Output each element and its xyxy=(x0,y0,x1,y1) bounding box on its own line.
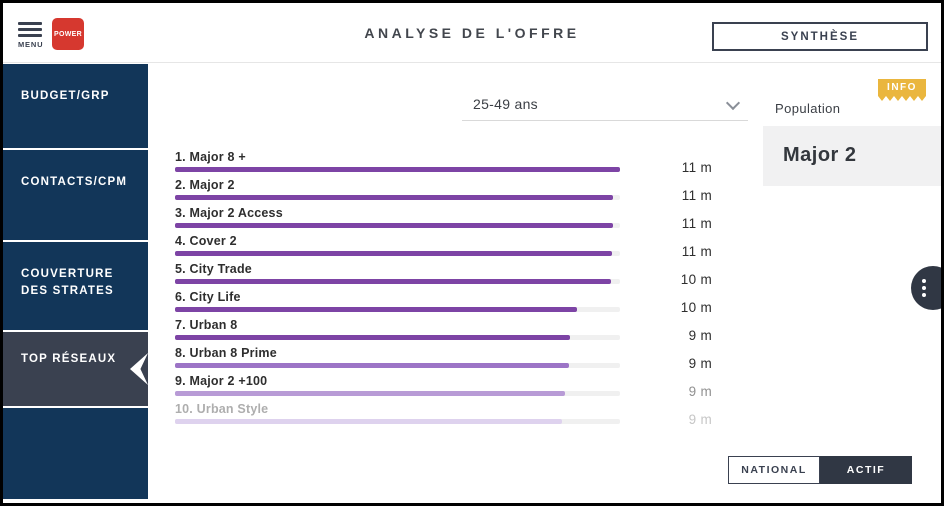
network-label: 4. Cover 2 xyxy=(175,234,237,248)
network-label: 3. Major 2 Access xyxy=(175,206,283,220)
network-label: 9. Major 2 +100 xyxy=(175,374,268,388)
sidebar-filler xyxy=(3,408,148,499)
bar-fill xyxy=(175,223,613,228)
network-label: 2. Major 2 xyxy=(175,178,235,192)
bar-fill xyxy=(175,391,565,396)
sidebar-item-label: CONTACTS/CPM xyxy=(21,176,128,188)
bar-track xyxy=(175,251,620,256)
chart-rows: 1. Major 8 +11 m 2. Major 2 11 m 3. Major 2… xyxy=(175,150,712,430)
active-notch xyxy=(130,353,148,385)
logo-text: POWER xyxy=(54,30,82,38)
bar-track xyxy=(175,307,620,312)
chart-row[interactable]: 7. Urban 8 9 m xyxy=(175,318,712,343)
actif-button[interactable]: ACTIF xyxy=(820,456,912,484)
network-label: 7. Urban 8 xyxy=(175,318,238,332)
bar-track xyxy=(175,195,620,200)
chart-row[interactable]: 1. Major 8 + 11 m xyxy=(175,150,712,175)
scope-toggle: NATIONAL ACTIF xyxy=(728,456,912,484)
bar-fill xyxy=(175,335,571,340)
bar-track xyxy=(175,363,620,368)
bar-fill xyxy=(175,279,611,284)
chart-row[interactable]: 3. Major 2 Access 11 m xyxy=(175,206,712,231)
value-label: 11 m xyxy=(681,188,712,203)
menu-button[interactable]: MENU xyxy=(18,22,46,49)
sidebar-item-contacts-cpm[interactable]: CONTACTS/CPM xyxy=(3,150,148,240)
power-store-logo: POWER xyxy=(52,18,84,50)
value-label: 9 m xyxy=(688,412,712,427)
main-content: 25-49 ans INFO Population Major 2 1. Maj… xyxy=(148,64,941,503)
app-frame: MENU POWER ANALYSE DE L'OFFRE SYNTHÈSE B… xyxy=(3,3,941,503)
value-label: 11 m xyxy=(681,216,712,231)
national-button[interactable]: NATIONAL xyxy=(728,456,820,484)
bar-fill xyxy=(175,167,620,172)
bar-track xyxy=(175,391,620,396)
sidebar-item-budget-grp[interactable]: BUDGET/GRP xyxy=(3,64,148,148)
info-badge[interactable]: INFO xyxy=(878,79,926,101)
chart-row[interactable]: 9. Major 2 +100 9 m xyxy=(175,374,712,399)
population-selection-card: Major 2 xyxy=(763,126,941,186)
bar-track xyxy=(175,167,620,172)
value-label: 11 m xyxy=(681,244,712,259)
network-label: 1. Major 8 + xyxy=(175,150,246,164)
synthese-button[interactable]: SYNTHÈSE xyxy=(712,22,928,51)
bar-fill xyxy=(175,419,563,424)
network-label: 10. Urban Style xyxy=(175,402,269,416)
kebab-icon xyxy=(922,276,926,300)
bar-track xyxy=(175,335,620,340)
bar-track xyxy=(175,279,620,284)
sidebar-item-label: BUDGET/GRP xyxy=(21,90,110,102)
audience-dropdown-value: 25-49 ans xyxy=(473,96,538,112)
page-title: ANALYSE DE L'OFFRE xyxy=(364,25,580,41)
top-bar: MENU POWER ANALYSE DE L'OFFRE SYNTHÈSE xyxy=(3,3,941,63)
kebab-menu-button[interactable] xyxy=(911,266,941,310)
sidebar: BUDGET/GRP CONTACTS/CPM COUVERTURE DES S… xyxy=(3,64,148,503)
chart-row[interactable]: 5. City Trade 10 m xyxy=(175,262,712,287)
sidebar-item-couverture-strates[interactable]: COUVERTURE DES STRATES xyxy=(3,242,148,330)
bar-fill xyxy=(175,363,569,368)
network-label: 5. City Trade xyxy=(175,262,252,276)
value-label: 10 m xyxy=(680,272,712,287)
value-label: 9 m xyxy=(688,356,712,371)
value-label: 11 m xyxy=(681,160,712,175)
bar-track xyxy=(175,223,620,228)
bar-fill xyxy=(175,195,613,200)
bar-fill xyxy=(175,307,578,312)
value-label: 9 m xyxy=(688,328,712,343)
bar-fill xyxy=(175,251,613,256)
population-label: Population xyxy=(775,101,841,116)
chart-row[interactable]: 10. Urban Style 9 m xyxy=(175,402,712,427)
sidebar-item-top-reseaux[interactable]: TOP RÉSEAUX xyxy=(3,332,148,406)
bar-track xyxy=(175,419,620,424)
sidebar-item-label: TOP RÉSEAUX xyxy=(21,353,117,365)
value-label: 9 m xyxy=(688,384,712,399)
chart-row[interactable]: 8. Urban 8 Prime 9 m xyxy=(175,346,712,371)
audience-dropdown[interactable]: 25-49 ans xyxy=(462,89,748,121)
chevron-down-icon xyxy=(725,95,741,111)
value-label: 10 m xyxy=(680,300,712,315)
sidebar-item-label: COUVERTURE DES STRATES xyxy=(21,268,114,297)
selected-network-name: Major 2 xyxy=(783,144,857,166)
menu-label: MENU xyxy=(18,40,44,49)
chart-row[interactable]: 6. City Life 10 m xyxy=(175,290,712,315)
network-label: 8. Urban 8 Prime xyxy=(175,346,277,360)
hamburger-icon xyxy=(18,22,42,25)
network-label: 6. City Life xyxy=(175,290,241,304)
chart-row[interactable]: 2. Major 2 11 m xyxy=(175,178,712,203)
chart-row[interactable]: 4. Cover 2 11 m xyxy=(175,234,712,259)
